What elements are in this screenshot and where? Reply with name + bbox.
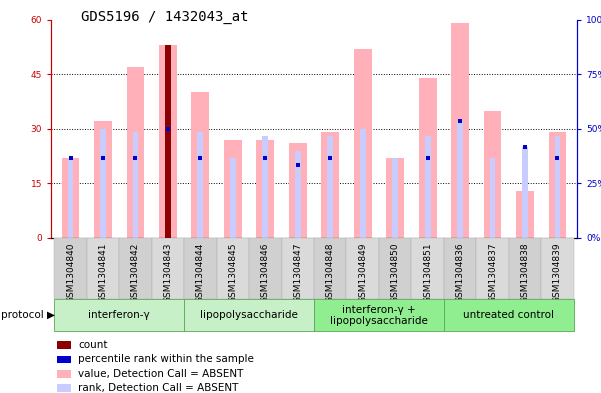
Bar xyxy=(412,238,444,299)
Bar xyxy=(354,49,371,238)
Bar xyxy=(127,67,144,238)
Bar xyxy=(281,238,314,299)
Text: GSM1304845: GSM1304845 xyxy=(228,242,237,303)
Bar xyxy=(151,238,184,299)
Bar xyxy=(184,238,216,299)
Bar xyxy=(457,121,463,238)
Text: GSM1304851: GSM1304851 xyxy=(423,242,432,303)
Bar xyxy=(419,78,436,238)
Bar xyxy=(230,158,236,238)
Text: GSM1304837: GSM1304837 xyxy=(488,242,497,303)
Bar xyxy=(347,238,379,299)
Bar xyxy=(62,158,79,238)
Bar xyxy=(314,299,444,331)
Bar xyxy=(477,238,509,299)
Bar xyxy=(360,129,365,238)
Text: value, Detection Call = ABSENT: value, Detection Call = ABSENT xyxy=(78,369,243,379)
Bar xyxy=(133,132,138,238)
Text: GSM1304840: GSM1304840 xyxy=(66,242,75,303)
Bar xyxy=(322,132,339,238)
Text: GSM1304839: GSM1304839 xyxy=(553,242,562,303)
Bar xyxy=(484,110,501,238)
Bar xyxy=(509,238,542,299)
Text: protocol ▶: protocol ▶ xyxy=(1,310,55,320)
Bar xyxy=(490,158,495,238)
Bar xyxy=(379,238,412,299)
Bar xyxy=(57,370,71,378)
Bar xyxy=(516,191,534,238)
Text: count: count xyxy=(78,340,108,350)
Bar xyxy=(68,158,73,238)
Bar xyxy=(549,132,566,238)
Bar xyxy=(57,384,71,392)
Bar xyxy=(392,158,398,238)
Bar xyxy=(249,238,281,299)
Bar xyxy=(159,45,177,238)
Bar xyxy=(386,158,404,238)
Text: GDS5196 / 1432043_at: GDS5196 / 1432043_at xyxy=(81,10,249,24)
Text: GSM1304844: GSM1304844 xyxy=(196,242,205,303)
Bar xyxy=(224,140,242,238)
Bar xyxy=(165,129,171,238)
Text: GSM1304838: GSM1304838 xyxy=(520,242,529,303)
Bar xyxy=(87,238,119,299)
Text: GSM1304847: GSM1304847 xyxy=(293,242,302,303)
Bar xyxy=(198,132,203,238)
Bar xyxy=(263,136,268,238)
Bar xyxy=(57,356,71,363)
Text: GSM1304848: GSM1304848 xyxy=(326,242,335,303)
Bar xyxy=(257,140,274,238)
Text: interferon-γ: interferon-γ xyxy=(88,310,150,320)
Bar xyxy=(100,129,106,238)
Bar xyxy=(119,238,151,299)
Text: GSM1304846: GSM1304846 xyxy=(261,242,270,303)
Text: lipopolysaccharide: lipopolysaccharide xyxy=(200,310,298,320)
Bar xyxy=(444,299,574,331)
Bar xyxy=(165,45,171,238)
Bar xyxy=(444,238,477,299)
Text: GSM1304850: GSM1304850 xyxy=(391,242,400,303)
Bar xyxy=(192,92,209,238)
Bar xyxy=(54,299,184,331)
Bar xyxy=(94,121,112,238)
Bar xyxy=(425,136,430,238)
Text: GSM1304842: GSM1304842 xyxy=(131,242,140,303)
Bar xyxy=(57,341,71,349)
Bar xyxy=(542,238,574,299)
Bar xyxy=(295,151,300,238)
Text: GSM1304843: GSM1304843 xyxy=(163,242,172,303)
Text: interferon-γ +
lipopolysaccharide: interferon-γ + lipopolysaccharide xyxy=(330,305,428,326)
Bar xyxy=(522,147,528,238)
Text: GSM1304849: GSM1304849 xyxy=(358,242,367,303)
Text: percentile rank within the sample: percentile rank within the sample xyxy=(78,354,254,364)
Text: untreated control: untreated control xyxy=(463,310,554,320)
Bar xyxy=(216,238,249,299)
Bar xyxy=(54,238,87,299)
Bar xyxy=(555,136,560,238)
Text: GSM1304836: GSM1304836 xyxy=(456,242,465,303)
Bar xyxy=(289,143,307,238)
Bar xyxy=(451,23,469,238)
Text: GSM1304841: GSM1304841 xyxy=(99,242,108,303)
Bar xyxy=(314,238,347,299)
Bar xyxy=(328,136,333,238)
Text: rank, Detection Call = ABSENT: rank, Detection Call = ABSENT xyxy=(78,383,238,393)
Bar xyxy=(184,299,314,331)
